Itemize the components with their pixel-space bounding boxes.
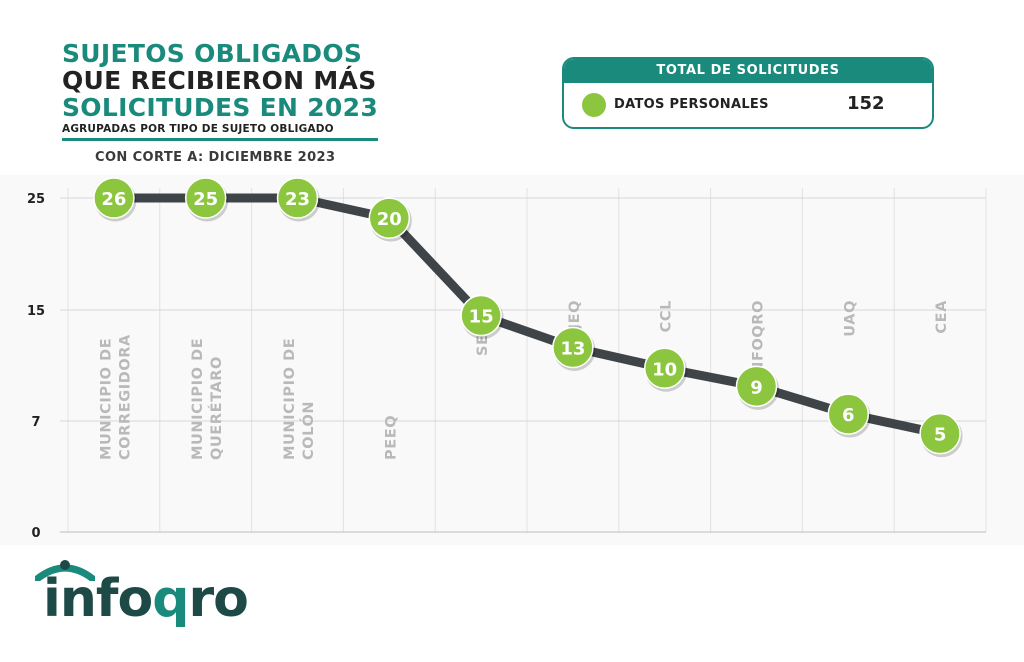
total-requests-box: TOTAL DE SOLICITUDES DATOS PERSONALES 15… [562,57,934,129]
data-label: 25 [193,189,218,210]
y-tick-label: 7 [31,415,40,430]
category-label-line: MUNICIPIO DE [282,338,298,460]
legend-marker [582,93,606,117]
y-tick-label: 25 [27,192,45,207]
data-point [184,177,227,219]
data-label: 26 [101,189,126,210]
data-point [93,177,135,219]
data-label: 20 [377,209,402,230]
y-tick-label: 15 [27,304,45,319]
category-label-line: INFOQRO [751,300,767,380]
data-label: 5 [934,425,947,446]
infoqro-logo: infoqro [33,555,263,635]
legend-entry: DATOS PERSONALES 152 [564,83,932,127]
data-label: 6 [842,405,855,426]
y-tick-label: 0 [31,526,40,541]
category-label-line: QUERÉTARO [208,356,225,460]
category-label: UAQ [842,300,858,337]
category-label-line: PEEQ [383,415,399,460]
cutoff-date: CON CORTE A: DICIEMBRE 2023 [95,150,336,165]
legend-total-value: 152 [847,93,885,114]
title-line-1: SUJETOS OBLIGADOS [62,39,363,68]
category-label: CCL [659,300,675,332]
category-label: MUNICIPIO DE CORREGIDORA [98,334,133,460]
data-label: 10 [652,359,677,380]
data-point [276,177,319,219]
category-label: CEA [934,300,950,334]
logo-arc-icon [35,560,95,581]
category-label-line: MUNICIPIO DE [190,338,206,460]
data-point [552,326,594,369]
category-label-line: UAQ [842,300,858,337]
category-label-line: MUNICIPIO DE [98,338,114,460]
data-label: 15 [469,307,494,328]
data-point [735,365,778,408]
title-underline [62,138,378,141]
plot-background [0,175,1024,545]
data-point [460,294,502,337]
chart-title: SUJETOS OBLIGADOS QUE RECIBIERON MÁS SOL… [62,40,380,141]
category-label-line: CORREGIDORA [117,334,133,460]
category-label: MUNICIPIO DE QUERÉTARO [190,338,225,460]
data-point [643,347,686,390]
category-label-line: CEA [934,300,950,334]
data-label: 13 [560,338,585,359]
chart-subtitle: AGRUPADAS POR TIPO DE SUJETO OBLIGADO [62,123,334,135]
logo-text-q: q [152,569,189,629]
logo-wordmark: infoqro [43,569,249,629]
total-requests-heading: TOTAL DE SOLICITUDES [564,59,932,83]
category-label: PEEQ [383,415,399,460]
data-label: 9 [750,377,763,398]
title-line-3: SOLICITUDES EN 2023 [62,93,379,122]
data-point [827,393,870,435]
category-label-line: CCL [659,300,675,332]
data-point [919,412,961,455]
category-label-line: COLÓN [299,401,317,460]
category-label: INFOQRO [751,300,767,380]
title-line-2: QUE RECIBIERON MÁS [62,66,377,95]
logo-text-info: info [43,569,153,629]
data-point [368,197,411,239]
logo-text-ro: ro [188,569,248,629]
data-label: 23 [285,189,310,210]
series-line [109,193,945,439]
legend-label: DATOS PERSONALES [614,97,769,112]
category-label: MUNICIPIO DE COLÓN [282,338,317,460]
